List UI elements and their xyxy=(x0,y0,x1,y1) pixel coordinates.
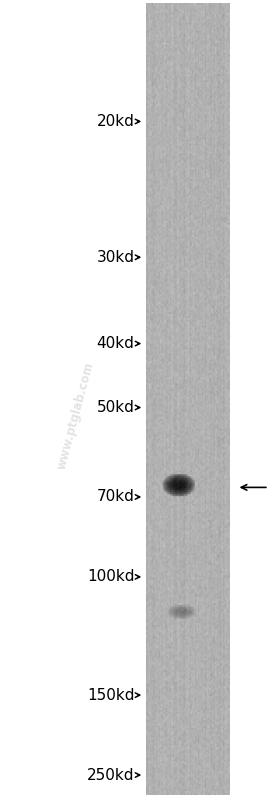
Text: 30kd: 30kd xyxy=(96,250,134,264)
Text: 20kd: 20kd xyxy=(97,114,134,129)
Text: 250kd: 250kd xyxy=(87,768,134,782)
Text: 100kd: 100kd xyxy=(87,570,134,584)
Text: 50kd: 50kd xyxy=(97,400,134,415)
Text: 40kd: 40kd xyxy=(97,336,134,351)
Text: 70kd: 70kd xyxy=(97,490,134,504)
Text: www.ptglab.com: www.ptglab.com xyxy=(55,360,96,471)
Text: 150kd: 150kd xyxy=(87,688,134,702)
